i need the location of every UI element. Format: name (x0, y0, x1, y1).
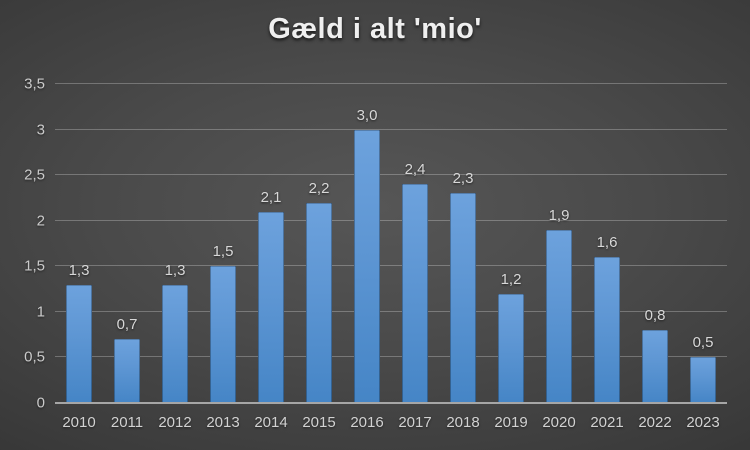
gridline (55, 265, 727, 267)
gridline (55, 356, 727, 358)
data-label-2017: 2,4 (404, 161, 426, 179)
data-label-2010: 1,3 (68, 261, 90, 279)
bar-2023 (690, 357, 716, 403)
bar-group-2012: 1,3 (151, 84, 199, 403)
gridline (55, 310, 727, 312)
y-axis-tick-label: 1,5 (24, 257, 45, 275)
bar-2010 (66, 284, 92, 403)
x-axis-label-2013: 2013 (206, 414, 240, 431)
bar-2014 (258, 211, 284, 403)
data-label-2013: 1,5 (212, 243, 234, 261)
data-label-2022: 0,8 (644, 307, 666, 325)
data-label-2021: 1,6 (596, 234, 618, 252)
bar-group-2023: 0,5 (679, 84, 727, 403)
bar-2022 (642, 330, 668, 403)
x-axis-label-2015: 2015 (302, 414, 336, 431)
data-label-2020: 1,9 (548, 206, 570, 224)
x-axis-label-2019: 2019 (494, 414, 528, 431)
x-axis-label-2014: 2014 (254, 414, 288, 431)
data-label-2011: 0,7 (116, 316, 138, 334)
y-axis-tick-label: 1 (36, 303, 45, 321)
bar-group-2021: 1,6 (583, 84, 631, 403)
data-label-2014: 2,1 (260, 188, 282, 206)
bar-2021 (594, 257, 620, 403)
bar-group-2022: 0,8 (631, 84, 679, 403)
bars-container: 1,3 0,7 1,3 1,5 2,1 2,2 3,0 2,4 2,3 1,2 1,9 1,6 0,8 0… (55, 84, 727, 403)
data-label-2023: 0,5 (692, 334, 714, 352)
data-label-2016: 3,0 (356, 106, 378, 124)
bar-2017 (402, 184, 428, 403)
x-axis-label-2020: 2020 (542, 414, 576, 431)
bar-2013 (210, 266, 236, 403)
y-axis: 3,5 3 2,5 2 1,5 1 0,5 0 (0, 76, 45, 412)
x-axis-labels: 2010 2011 2012 2013 2014 2015 2016 2017 2018 2019… (55, 414, 727, 431)
bar-group-2015: 2,2 (295, 84, 343, 403)
data-label-2015: 2,2 (308, 179, 330, 197)
x-axis-label-2012: 2012 (158, 414, 192, 431)
bar-2018 (450, 193, 476, 403)
bar-2019 (498, 293, 524, 403)
y-axis-tick-label: 3,5 (24, 75, 45, 93)
data-label-2019: 1,2 (500, 270, 522, 288)
y-axis-tick-label: 0,5 (24, 348, 45, 366)
bar-group-2018: 2,3 (439, 84, 487, 403)
gridline (55, 128, 727, 130)
bar-group-2016: 3,0 (343, 84, 391, 403)
bar-group-2011: 0,7 (103, 84, 151, 403)
bar-group-2014: 2,1 (247, 84, 295, 403)
data-label-2012: 1,3 (164, 261, 186, 279)
x-axis-label-2010: 2010 (62, 414, 96, 431)
x-axis-line (55, 402, 727, 404)
x-axis-label-2011: 2011 (110, 414, 144, 431)
x-axis-label-2017: 2017 (398, 414, 432, 431)
bar-group-2013: 1,5 (199, 84, 247, 403)
bar-group-2010: 1,3 (55, 84, 103, 403)
plot-area: 1,3 0,7 1,3 1,5 2,1 2,2 3,0 2,4 2,3 1,2 1,9 1,6 0,8 0… (55, 83, 727, 404)
gridline (55, 219, 727, 221)
data-label-2018: 2,3 (452, 170, 474, 188)
bar-2016 (354, 129, 380, 403)
bar-2011 (114, 339, 140, 403)
bar-group-2020: 1,9 (535, 84, 583, 403)
bar-group-2019: 1,2 (487, 84, 535, 403)
x-axis-label-2022: 2022 (638, 414, 672, 431)
chart-title: Gæld i alt 'mio' (268, 13, 482, 45)
y-axis-tick-label: 3 (36, 121, 45, 139)
x-axis-label-2023: 2023 (686, 414, 720, 431)
bar-2012 (162, 284, 188, 403)
gridline (55, 174, 727, 176)
y-axis-tick-label: 2 (36, 212, 45, 230)
y-axis-tick-label: 2,5 (24, 166, 45, 184)
bar-2020 (546, 229, 572, 403)
bar-group-2017: 2,4 (391, 84, 439, 403)
gridline (55, 83, 727, 84)
y-axis-tick-label: 0 (36, 394, 45, 412)
x-axis-label-2021: 2021 (590, 414, 624, 431)
x-axis-label-2018: 2018 (446, 414, 480, 431)
x-axis-label-2016: 2016 (350, 414, 384, 431)
bar-2015 (306, 202, 332, 403)
